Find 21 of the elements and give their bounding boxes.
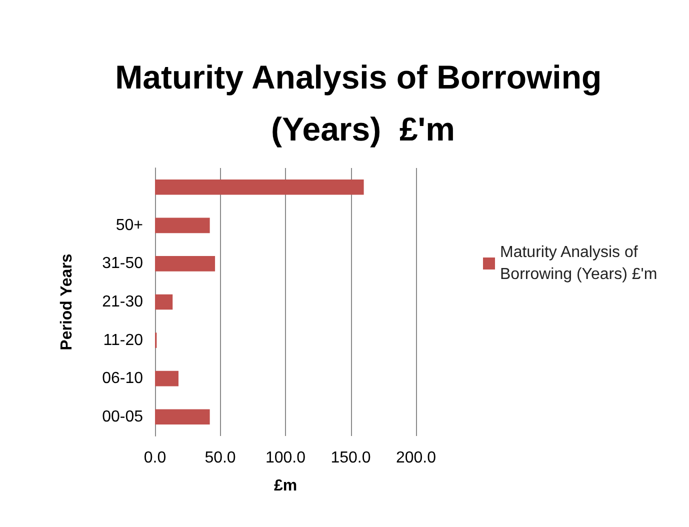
x-tick-label: 150.0 [330,450,371,466]
y-tick-label: 00-05 [102,408,144,426]
y-tick-label: 31-50 [102,255,144,272]
chart-title: Maturity Analysis of Borrowing (Years) £'m [115,58,611,148]
x-tick-label: 50.0 [204,450,236,466]
bar [155,218,210,234]
x-axis-title: £m [274,478,298,494]
bar [155,179,364,195]
y-tick-label: 50+ [116,216,143,234]
bar [155,256,216,272]
x-tick-label: 100.0 [265,450,306,466]
y-tick-label: 06-10 [102,370,144,388]
bar [155,294,173,310]
x-tick-label: 0.0 [144,450,166,466]
bar [155,409,210,425]
y-tick-label: 21-30 [102,294,144,310]
y-tick-label: 11-20 [103,332,144,349]
legend-label: Maturity Analysis of Borrowing (Years) £'m [500,244,658,283]
x-tick-label: 200.0 [396,450,436,466]
bar [155,370,178,386]
y-axis-title: Period Years [58,254,76,350]
